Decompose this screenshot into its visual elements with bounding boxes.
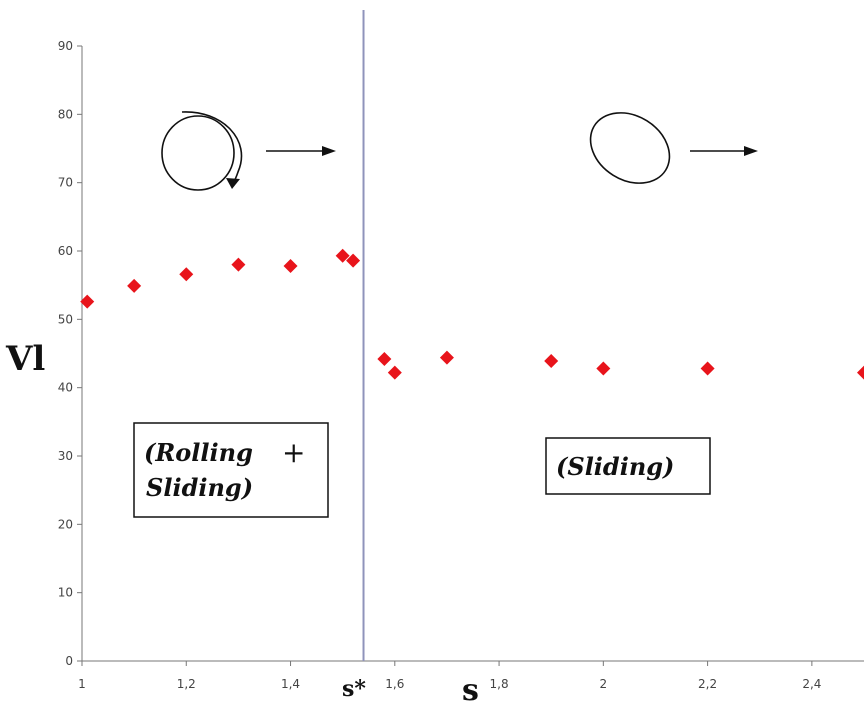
rolling-sliding-region-label: (Rolling + Sliding)	[133, 422, 329, 518]
data-point	[335, 248, 350, 263]
x-tick-label: 1,4	[281, 677, 300, 691]
y-tick-label: 60	[58, 244, 73, 258]
data-point	[439, 350, 454, 365]
x-tick-label: 1,6	[385, 677, 404, 691]
y-axis-label: Vl	[5, 339, 45, 379]
data-point	[387, 365, 402, 380]
sliding-ball-icon	[589, 112, 671, 184]
y-tick-label: 90	[58, 39, 73, 53]
rolling-sliding-illustration	[161, 111, 336, 191]
sliding-region-label: (Sliding)	[545, 437, 711, 495]
data-point	[544, 354, 559, 369]
x-tick-label: 2,2	[698, 677, 717, 691]
region-label-plus: +	[282, 436, 305, 469]
rotation-arrowhead-icon	[226, 178, 240, 189]
x-tick-label: 1,8	[490, 677, 509, 691]
axes	[77, 45, 864, 666]
data-points	[80, 248, 864, 380]
y-tick-label: 40	[58, 381, 73, 395]
x-tick-label: 2,4	[802, 677, 821, 691]
data-point	[283, 259, 298, 274]
data-point	[377, 351, 392, 366]
tick-labels: 0 10 20 30 40 50 60 70 80 90 1 1,2 1,4 1,6 1,8 2 2,2 2,4	[58, 39, 822, 691]
y-tick-label: 30	[58, 449, 73, 463]
data-point	[700, 361, 715, 376]
motion-arrow-icon	[266, 146, 336, 156]
data-point	[857, 365, 864, 380]
y-tick-label: 50	[58, 312, 73, 326]
data-point	[179, 267, 194, 282]
y-tick-label: 0	[65, 654, 73, 668]
region-label-line-2: Sliding)	[146, 473, 253, 502]
rotation-arrow-icon	[181, 111, 243, 187]
data-point	[231, 257, 246, 272]
y-tick-label: 70	[58, 176, 73, 190]
sliding-illustration	[589, 112, 758, 184]
motion-arrow-icon	[690, 146, 758, 156]
x-axis-label: s	[462, 673, 479, 708]
axis-titles: Vl s s*	[5, 339, 479, 708]
region-label-box	[545, 437, 711, 495]
x-tick-label: 2	[600, 677, 608, 691]
data-point	[346, 253, 361, 268]
threshold-label: s*	[342, 676, 366, 702]
region-label-line-1: (Sliding)	[556, 452, 674, 481]
data-point	[127, 278, 142, 293]
x-tick-label: 1,2	[177, 677, 196, 691]
y-tick-label: 20	[58, 517, 73, 531]
rolling-ball-icon	[161, 115, 235, 191]
y-tick-label: 80	[58, 107, 73, 121]
data-point	[80, 294, 95, 309]
y-tick-label: 10	[58, 586, 73, 600]
x-tick-label: 1	[78, 677, 86, 691]
data-point	[596, 361, 611, 376]
region-label-box	[133, 422, 329, 518]
region-label-line-1: (Rolling	[144, 438, 253, 467]
